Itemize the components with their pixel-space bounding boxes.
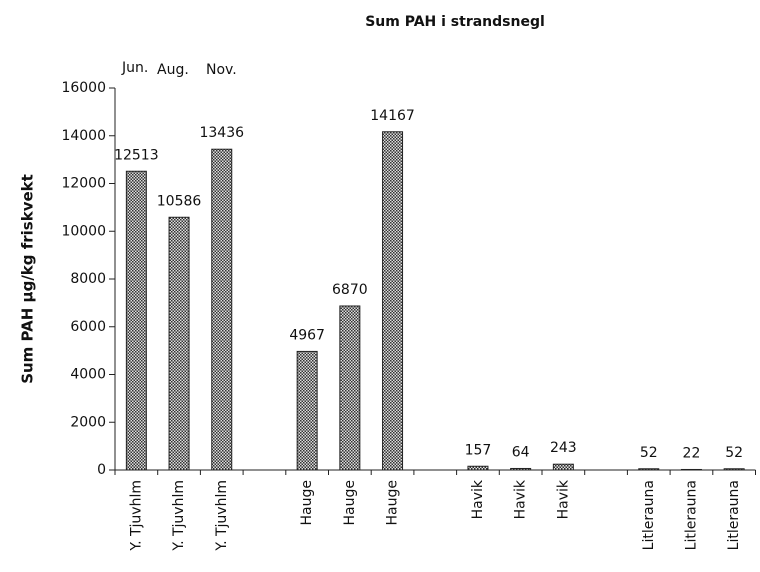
bar [723, 468, 745, 471]
bar [382, 131, 404, 471]
x-tick-label: Havik [513, 479, 529, 519]
x-tick-label: Hauge [342, 480, 358, 525]
data-label: 52 [725, 445, 743, 461]
y-tick-label: 0 [97, 462, 106, 478]
annotation: Nov. [206, 62, 237, 78]
bar [211, 148, 233, 471]
data-label: 64 [512, 444, 530, 460]
data-label: 12513 [114, 147, 159, 163]
data-label: 243 [550, 440, 577, 456]
bar [339, 305, 361, 471]
y-tick-label: 14000 [61, 128, 106, 144]
y-tick-label: 4000 [70, 367, 106, 383]
data-label: 157 [465, 442, 492, 458]
x-tick-label: Litlerauna [683, 480, 699, 550]
data-label: 10586 [157, 193, 202, 209]
annotation: Aug. [157, 62, 189, 78]
bar [296, 350, 318, 471]
y-tick-label: 8000 [70, 271, 106, 287]
x-tick-label: Hauge [299, 480, 315, 525]
x-tick-label: Havik [470, 479, 486, 519]
data-label: 14167 [370, 108, 415, 124]
bar [467, 465, 489, 471]
data-label: 6870 [332, 282, 368, 298]
data-label: 52 [640, 445, 658, 461]
bar [638, 468, 660, 471]
x-tick-label: Y. Tjuvhlm [214, 480, 230, 552]
y-tick-label: 10000 [61, 223, 106, 239]
data-label: 13436 [199, 125, 244, 141]
bar [510, 467, 532, 471]
chart-title: Sum PAH i strandsnegl [365, 14, 545, 30]
y-tick-label: 16000 [61, 80, 106, 96]
data-label: 22 [683, 445, 701, 461]
x-tick-label: Havik [555, 479, 571, 519]
x-tick-label: Litlerauna [641, 480, 657, 550]
bar [552, 463, 574, 471]
data-label: 4967 [289, 327, 325, 343]
x-tick-label: Litlerauna [726, 480, 742, 550]
bar [125, 170, 147, 471]
y-axis-title: Sum PAH µg/kg friskvekt [19, 174, 37, 384]
y-tick-label: 2000 [70, 414, 106, 430]
annotation: Jun. [121, 60, 148, 76]
x-tick-label: Y. Tjuvhlm [171, 480, 187, 552]
y-tick-label: 12000 [61, 176, 106, 192]
bar [680, 468, 702, 471]
bar [168, 216, 190, 471]
x-tick-label: Y. Tjuvhlm [128, 480, 144, 552]
y-tick-label: 6000 [70, 319, 106, 335]
x-tick-label: Hauge [385, 480, 401, 525]
